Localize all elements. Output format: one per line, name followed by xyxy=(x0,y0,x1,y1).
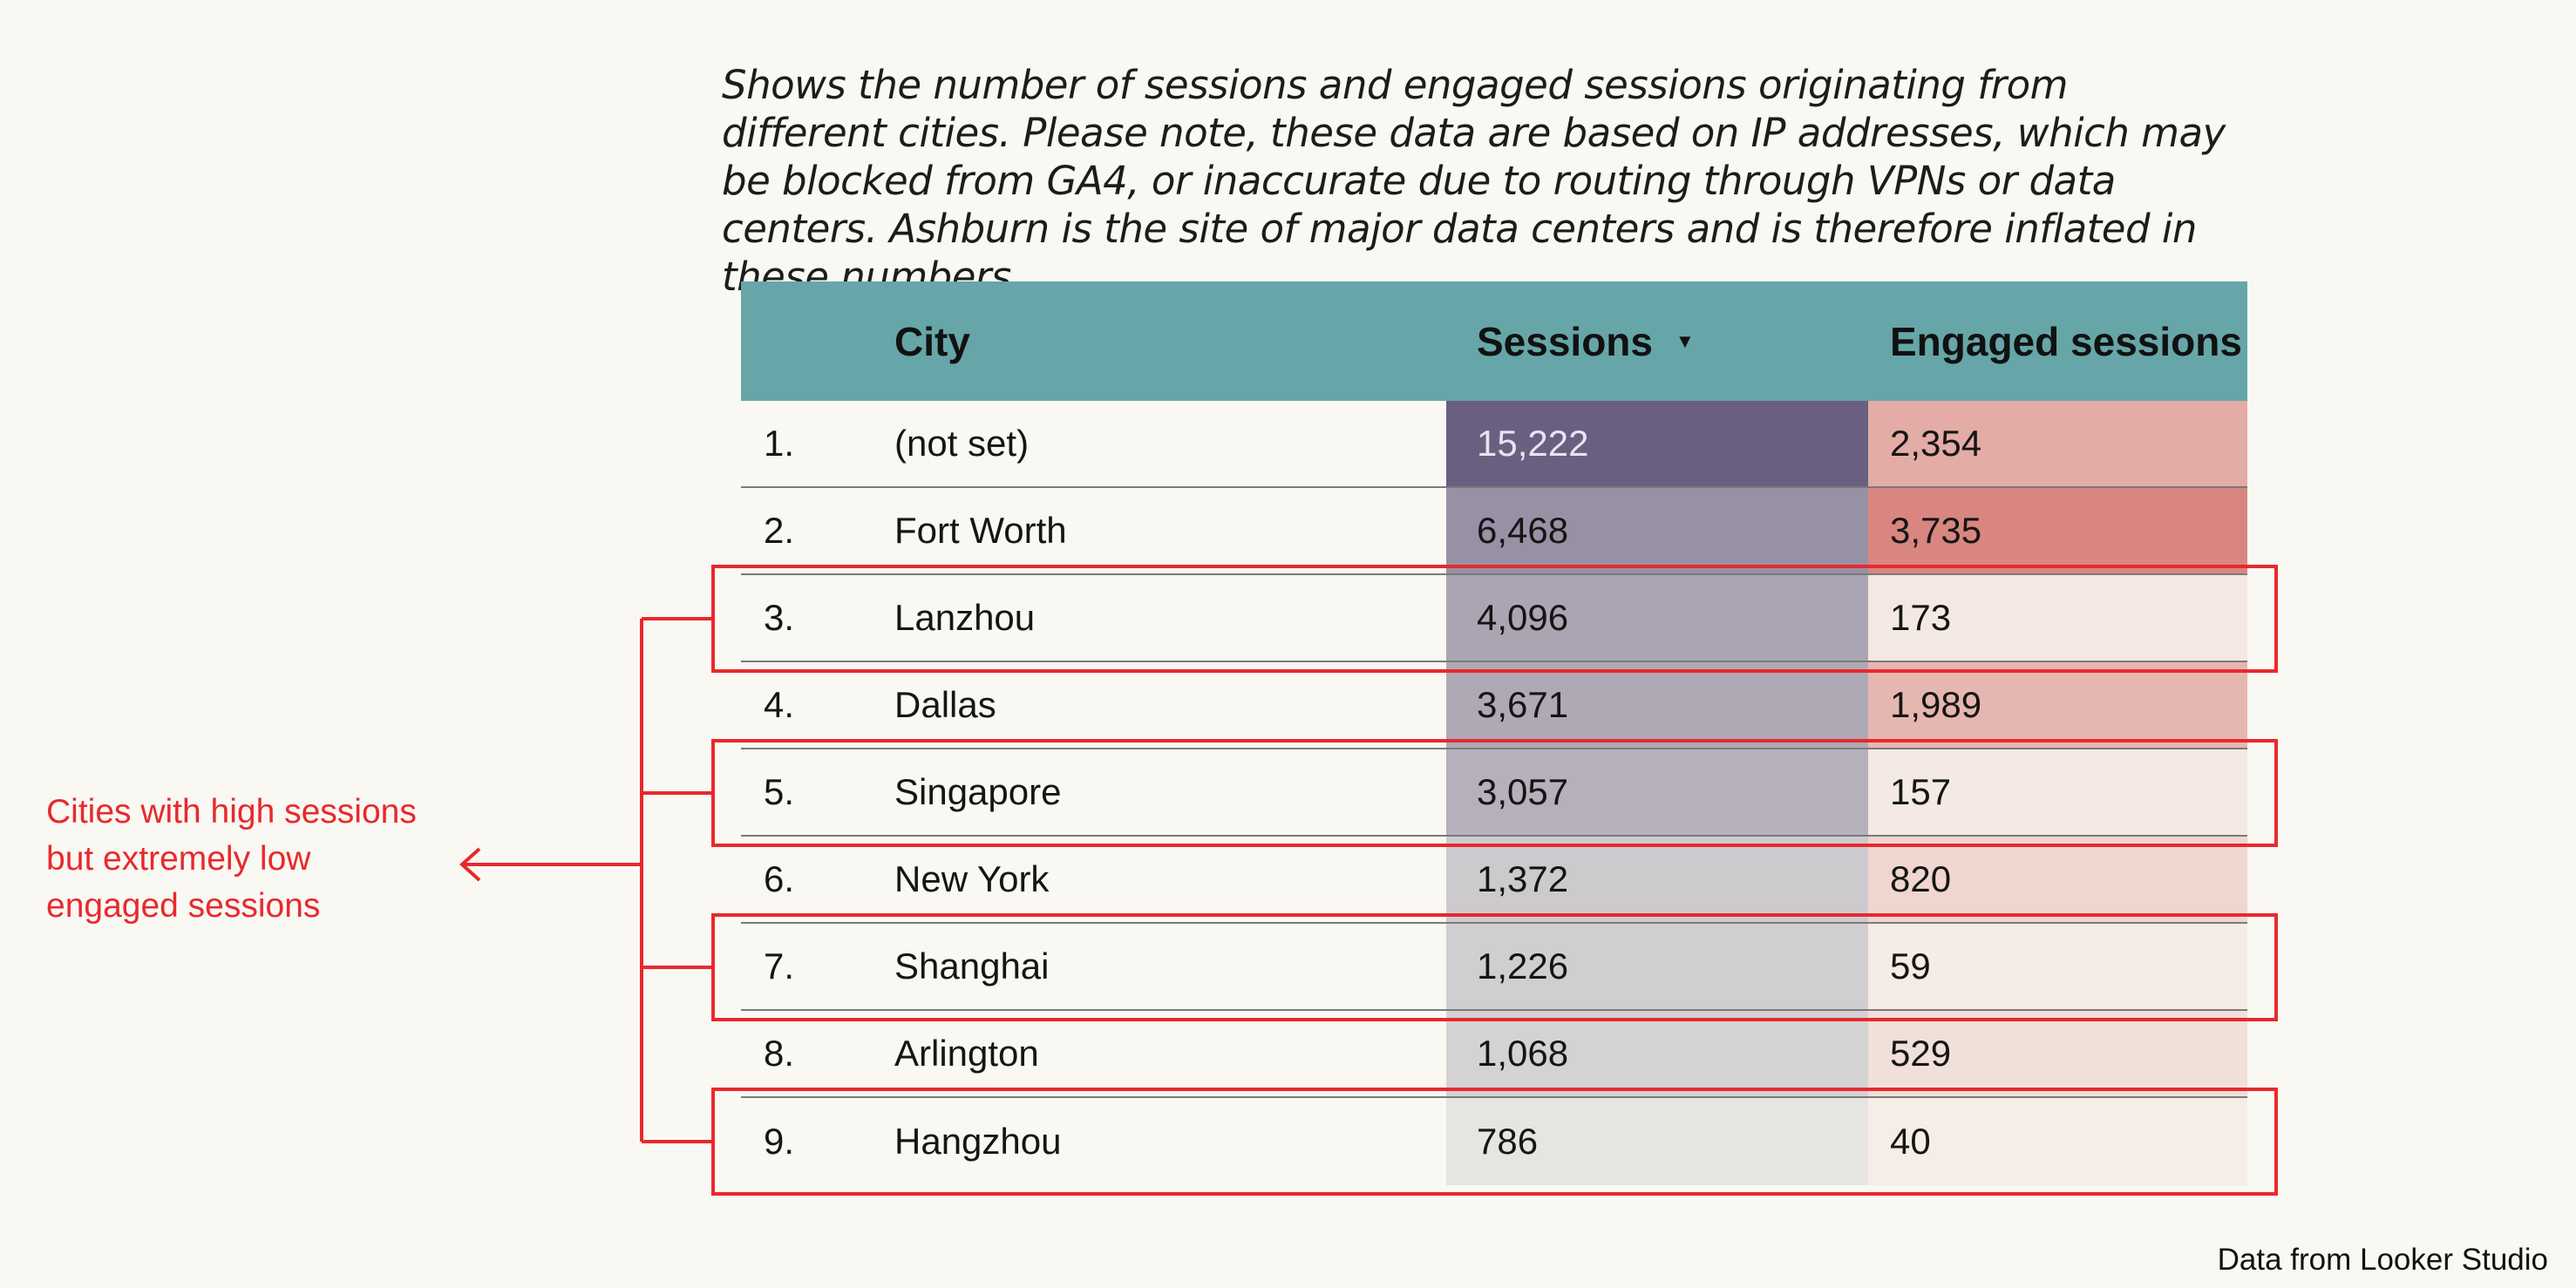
table-row[interactable]: 1. (not set) 15,222 2,354 xyxy=(741,401,2247,488)
row-engaged-sessions: 40 xyxy=(1868,1098,2247,1185)
row-rank: 4. xyxy=(764,684,795,725)
row-sessions: 6,468 xyxy=(1446,488,1868,573)
highlight-box xyxy=(711,1088,2278,1196)
row-sessions: 4,096 xyxy=(1446,575,1868,661)
row-city: Singapore xyxy=(894,771,1062,812)
row-engaged-sessions: 3,735 xyxy=(1868,488,2247,573)
row-city: Hangzhou xyxy=(894,1121,1062,1162)
row-city: (not set) xyxy=(894,423,1030,464)
row-city: Fort Worth xyxy=(894,510,1067,551)
row-city: Shanghai xyxy=(894,946,1050,986)
city-sessions-table: City Sessions ▼ Engaged sessions 1. (not … xyxy=(741,281,2247,1185)
table-row[interactable]: 7. Shanghai 1,226 59 xyxy=(741,924,2247,1011)
row-rank: 9. xyxy=(764,1121,795,1162)
row-rank: 2. xyxy=(764,510,795,551)
row-engaged-sessions: 2,354 xyxy=(1868,401,2247,486)
table-row[interactable]: 6. New York 1,372 820 xyxy=(741,837,2247,924)
arrow-left-icon xyxy=(459,847,642,882)
row-city: Lanzhou xyxy=(894,597,1036,638)
row-sessions: 1,068 xyxy=(1446,1011,1868,1096)
row-rank: 3. xyxy=(764,597,795,638)
row-engaged-sessions: 529 xyxy=(1868,1011,2247,1096)
sort-descending-icon[interactable]: ▼ xyxy=(1675,329,1695,352)
table-row[interactable]: 5. Singapore 3,057 157 xyxy=(741,749,2247,837)
row-rank: 5. xyxy=(764,771,795,812)
row-sessions: 3,057 xyxy=(1446,749,1868,835)
header-engaged-sessions[interactable]: Engaged sessions xyxy=(1890,318,2242,364)
header-sessions-label: Sessions xyxy=(1477,318,1653,364)
table-row[interactable]: 4. Dallas 3,671 1,989 xyxy=(741,662,2247,749)
row-sessions: 15,222 xyxy=(1446,401,1868,486)
row-sessions: 3,671 xyxy=(1446,662,1868,748)
highlight-box xyxy=(711,739,2278,847)
row-engaged-sessions: 1,989 xyxy=(1868,662,2247,748)
row-rank: 8. xyxy=(764,1033,795,1074)
row-engaged-sessions: 157 xyxy=(1868,749,2247,835)
row-sessions: 1,226 xyxy=(1446,924,1868,1009)
row-rank: 6. xyxy=(764,858,795,899)
row-city: Dallas xyxy=(894,684,996,725)
row-rank: 1. xyxy=(764,423,795,464)
table-header: City Sessions ▼ Engaged sessions xyxy=(741,281,2247,401)
highlight-box xyxy=(711,565,2278,673)
footer-source: Data from Looker Studio xyxy=(2217,1243,2548,1277)
row-engaged-sessions: 173 xyxy=(1868,575,2247,661)
highlight-box xyxy=(711,913,2278,1021)
header-city[interactable]: City xyxy=(894,318,970,364)
row-rank: 7. xyxy=(764,946,795,986)
table-row[interactable]: 9. Hangzhou 786 40 xyxy=(741,1098,2247,1185)
table-row[interactable]: 8. Arlington 1,068 529 xyxy=(741,1011,2247,1098)
table-body: 1. (not set) 15,222 2,354 2. Fort Worth 6,468 3… xyxy=(741,401,2247,1185)
row-engaged-sessions: 820 xyxy=(1868,837,2247,922)
row-engaged-sessions: 59 xyxy=(1868,924,2247,1009)
row-sessions: 786 xyxy=(1446,1098,1868,1185)
annotation-text: Cities with high sessions but extremely … xyxy=(46,793,417,925)
header-sessions[interactable]: Sessions ▼ xyxy=(1446,318,1868,365)
row-city: New York xyxy=(894,858,1050,899)
row-city: Arlington xyxy=(894,1033,1039,1074)
row-sessions: 1,372 xyxy=(1446,837,1868,922)
table-row[interactable]: 2. Fort Worth 6,468 3,735 xyxy=(741,488,2247,575)
table-row[interactable]: 3. Lanzhou 4,096 173 xyxy=(741,575,2247,662)
